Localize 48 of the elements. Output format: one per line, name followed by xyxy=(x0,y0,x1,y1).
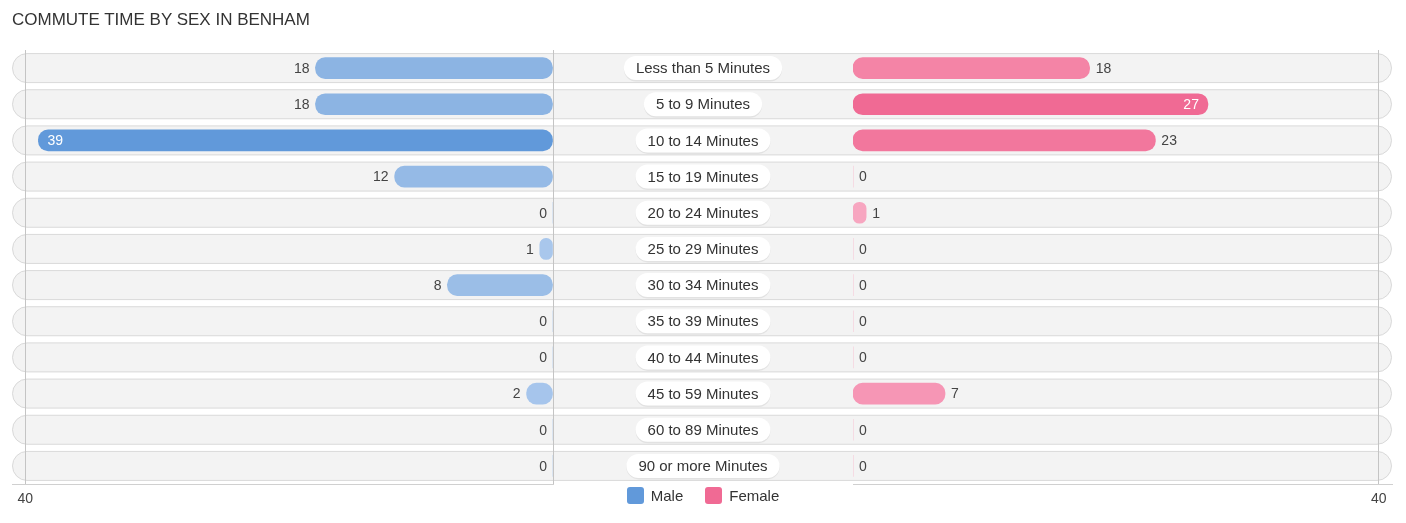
data-label: 0 xyxy=(539,421,548,438)
data-label: 0 xyxy=(539,204,548,221)
bar xyxy=(394,165,553,188)
data-label: 23 xyxy=(1161,132,1178,149)
data-label: 12 xyxy=(373,168,389,185)
y-tick-label: Less than 5 Minutes xyxy=(635,59,771,77)
data-label: 0 xyxy=(539,313,548,330)
y-tick-label: 40 to 44 Minutes xyxy=(647,348,759,366)
data-label: 18 xyxy=(293,59,310,76)
bar xyxy=(853,57,1090,79)
y-tick-label: 20 to 24 Minutes xyxy=(647,203,759,221)
data-label: 0 xyxy=(859,457,867,474)
chart-title: COMMUTE TIME BY SEX IN BENHAM xyxy=(12,10,310,30)
legend-label: Female xyxy=(729,487,780,504)
data-label: 7 xyxy=(951,385,960,402)
data-label: 18 xyxy=(293,96,310,113)
y-tick-label: 45 to 59 Minutes xyxy=(647,384,759,402)
data-label: 1 xyxy=(872,204,881,221)
x-tick-label: 40 xyxy=(17,490,34,507)
bar xyxy=(315,93,553,116)
data-label: 0 xyxy=(859,276,867,293)
y-tick-label: 30 to 34 Minutes xyxy=(647,276,759,294)
data-label: 0 xyxy=(859,240,867,257)
data-label: 0 xyxy=(539,349,548,366)
y-tick-label: 5 to 9 Minutes xyxy=(655,95,751,113)
data-label: 39 xyxy=(47,132,64,149)
data-label: 1 xyxy=(526,240,535,257)
data-label: 27 xyxy=(1183,96,1200,113)
y-tick-label: 60 to 89 Minutes xyxy=(647,420,759,438)
x-tick-label: 40 xyxy=(1371,490,1387,507)
y-tick-label: 10 to 14 Minutes xyxy=(647,131,759,149)
y-tick-label: 25 to 29 Minutes xyxy=(647,240,759,258)
data-label: 8 xyxy=(433,276,442,293)
data-label: 0 xyxy=(539,457,548,474)
data-label: 0 xyxy=(859,421,867,438)
data-label: 0 xyxy=(859,349,867,366)
bar xyxy=(447,274,553,296)
bar xyxy=(853,382,946,405)
data-label: 0 xyxy=(859,313,867,330)
bar xyxy=(38,129,553,152)
y-tick-label: 35 to 39 Minutes xyxy=(647,312,759,330)
legend-label: Male xyxy=(650,487,684,504)
data-label: 18 xyxy=(1095,59,1112,76)
data-label: 0 xyxy=(859,168,867,185)
data-label: 2 xyxy=(512,385,521,402)
y-tick-label: 15 to 19 Minutes xyxy=(647,167,759,185)
y-tick-label: 90 or more Minutes xyxy=(638,457,768,475)
bar xyxy=(315,57,553,79)
